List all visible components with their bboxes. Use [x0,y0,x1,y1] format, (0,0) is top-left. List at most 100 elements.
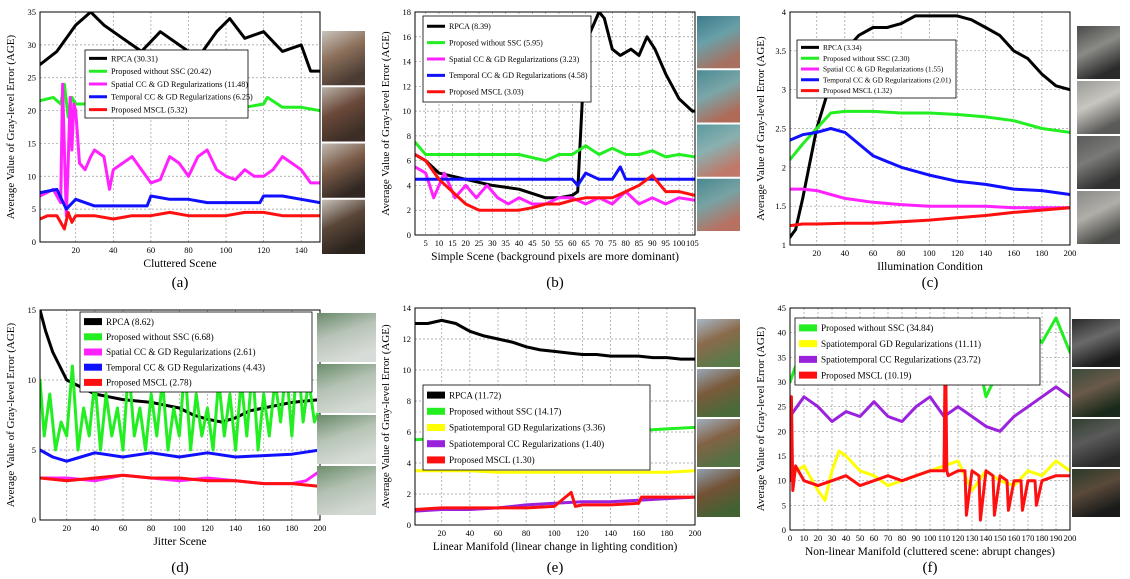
video-frame-thumbnail [697,469,740,517]
x-tick-label: 50 [856,533,865,543]
legend-entry: Proposed without SSC (6.68) [106,332,214,342]
x-tick-label: 80 [184,245,193,255]
legend-entry: Proposed without SSC (20.42) [111,67,211,76]
x-tick-label: 35 [501,238,510,248]
legend: RPCA (30.31) Proposed without SSC (20.42)… [84,49,253,119]
x-tick-label: 65 [581,238,590,248]
axes-frame [789,307,1071,531]
thumb-image [1072,319,1120,367]
y-tick-label: 8 [407,131,411,141]
y-tick-label: 15 [28,138,37,148]
x-tick-label: 120 [576,528,589,538]
x-tick-label: 140 [295,245,308,255]
y-tick-label: 12 [403,81,412,91]
axes-frame [789,11,1071,246]
x-tick-label: 160 [1007,248,1020,258]
x-axis-label: Simple Scene (background pixels are more… [431,251,679,263]
series-group [415,12,695,212]
x-tick-label: 170 [1022,533,1035,543]
legend-entry: RPCA (8.39) [449,22,491,31]
x-tick-label: 30 [828,533,837,543]
x-tick-label: 15 [448,238,457,248]
series-line-4 [415,165,695,187]
legend-entry: Proposed MSCL (5.32) [111,105,188,114]
thumb-image [1077,26,1120,79]
y-tick-label: 4 [782,7,787,17]
y-tick-label: 10 [778,476,787,486]
x-tick-label: 30 [488,238,497,248]
x-tick-label: 90 [648,238,657,248]
legend-swatch [427,424,445,431]
legend-swatch [799,340,817,348]
x-tick-label: 60 [870,533,879,543]
y-tick-label: 15 [778,451,787,461]
legend: RPCA (8.62) Proposed without SSC (6.68) Sp… [79,311,313,393]
thumb-image [1077,191,1120,244]
x-axis-label: Illumination Condition [877,261,983,273]
y-tick-label: 2.5 [775,124,786,134]
x-axis-label: Linear Manifold (linear change in lighti… [433,541,678,553]
x-tick-label: 60 [119,523,128,533]
legend: RPCA (3.34) Proposed without SSC (2.30) Sp… [796,39,957,99]
panel-caption: (a) [172,275,189,291]
x-tick-label: 120 [201,523,214,533]
y-tick-label: 5 [32,445,36,455]
video-frame-thumbnail [317,415,376,464]
y-axis-label: Average Value of Gray-level Error (AGE) [380,324,392,509]
y-tick-label: 30 [28,40,37,50]
legend-box [84,49,249,119]
legend-entry: Temporal CC & GD Regularizations (2.01) [823,75,952,84]
y-tick-label: 25 [28,73,37,83]
series-group [790,14,1070,239]
y-tick-label: 2 [782,162,786,172]
x-tick-label: 100 [173,523,186,533]
series-line-3 [790,385,1070,433]
video-frame-thumbnail [697,178,740,231]
legend-entry: RPCA (11.72) [449,390,501,400]
legend-box [422,15,592,103]
chart-panel-c: 20 40 60 80 100 120 140 160 180 200 1 1.5 2 2.5 3 3.5 4 I… [755,7,1120,291]
x-tick-label: 200 [1064,533,1077,543]
x-tick-label: 60 [568,238,577,248]
legend-box [79,311,313,393]
y-tick-label: 4 [407,180,412,190]
x-tick-label: 160 [257,523,270,533]
y-tick-label: 3 [782,85,786,95]
x-tick-label: 200 [689,528,702,538]
x-tick-label: 70 [595,238,604,248]
thumb-image [1072,369,1120,417]
panel-caption: (f) [923,560,938,576]
x-tick-label: 40 [841,248,850,258]
x-tick-label: 180 [285,523,298,533]
video-frame-thumbnail [697,369,740,417]
x-tick-label: 20 [437,528,446,538]
series-line-5 [415,153,695,212]
legend-swatch [84,348,102,356]
x-tick-label: 100 [923,248,936,258]
x-tick-label: 80 [621,238,630,248]
y-axis-label: Average Value of Gray-level Error (AGE) [755,326,767,511]
video-frame-thumbnail [697,16,740,69]
video-frame-thumbnail [322,199,365,254]
series-line-5 [40,210,320,231]
x-tick-label: 90 [912,533,921,543]
x-tick-label: 120 [951,248,964,258]
x-tick-label: 40 [466,528,475,538]
y-tick-label: 6 [407,427,411,437]
legend-swatch [84,318,102,326]
y-tick-label: 6 [407,156,411,166]
y-tick-label: 5 [782,500,786,510]
panel-caption: (b) [546,275,564,291]
legend-entry: Spatiotemporal GD Regularizations (11.11… [821,339,981,349]
video-frame-thumbnail [697,319,740,367]
y-tick-label: 16 [403,32,412,42]
y-axis-label: Average Value of Gray-level Error (AGE) [380,31,392,216]
legend-entry: Spatiotemporal CC Regularizations (1.40) [449,439,604,449]
legend: Proposed without SSC (34.84) Spatiotempor… [794,317,1041,386]
y-tick-label: 3.5 [775,46,786,56]
thumb-image [317,466,376,515]
x-tick-label: 110 [938,533,950,543]
x-tick-label: 200 [314,523,327,533]
legend-swatch [799,371,817,379]
y-tick-label: 0 [32,237,36,247]
